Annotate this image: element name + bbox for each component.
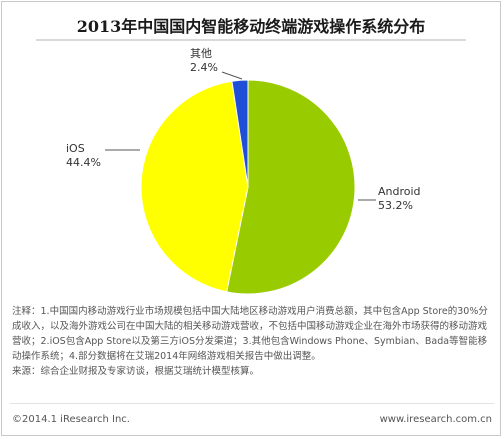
website-text: www.iresearch.com.cn xyxy=(379,414,492,425)
source-note: 来源：综合企业财报及专家访谈，根据艾瑞统计模型核算。 xyxy=(12,366,260,377)
slice-value-label: 2.4% xyxy=(190,61,218,74)
footnote: 注释：1.中国国内移动游戏行业市场规模包括中国大陆地区移动游戏用户消费总额，其中… xyxy=(12,306,488,362)
footer-divider xyxy=(10,403,494,404)
slice-label: Android xyxy=(378,185,421,198)
chart-title: 2013年中国国内智能移动终端游戏操作系统分布 xyxy=(76,17,426,36)
slice-value-label: 44.4% xyxy=(66,156,101,169)
slice-label: 其他 xyxy=(190,47,212,60)
chart-notes: 注释：1.中国国内移动游戏行业市场规模包括中国大陆地区移动游戏用户消费总额，其中… xyxy=(12,304,492,379)
pie-slice-ios xyxy=(140,80,249,293)
copyright-text: ©2014.1 iResearch Inc. xyxy=(12,414,130,425)
pie-slice-android xyxy=(226,79,356,295)
slice-value-label: 53.2% xyxy=(378,199,413,212)
title-divider xyxy=(36,39,466,41)
pie-slice-其他 xyxy=(231,79,249,188)
leader-line xyxy=(221,71,243,80)
slice-label: iOS xyxy=(66,142,85,155)
